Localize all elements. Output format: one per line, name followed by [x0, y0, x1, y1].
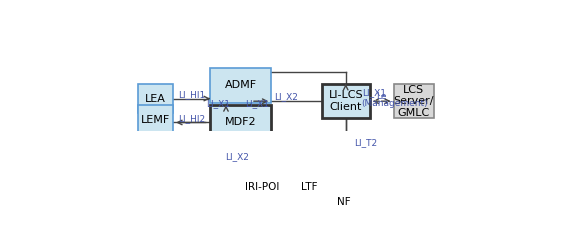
Text: LI_HI2: LI_HI2 — [178, 114, 205, 123]
Text: MDF2: MDF2 — [225, 117, 256, 128]
Text: LI-LCS
Client: LI-LCS Client — [328, 90, 363, 112]
Text: NF: NF — [337, 197, 351, 207]
Bar — [210, 68, 272, 103]
Text: LCS
Server/
GMLC: LCS Server/ GMLC — [394, 85, 434, 118]
Bar — [394, 84, 433, 119]
Bar — [231, 166, 354, 209]
Bar — [239, 173, 285, 202]
Bar — [322, 84, 370, 119]
Bar — [210, 105, 272, 140]
Bar — [291, 173, 326, 202]
Text: LEMF: LEMF — [141, 115, 170, 125]
Text: LI_X1: LI_X1 — [206, 99, 230, 108]
Text: LTF: LTF — [300, 182, 317, 192]
Text: LI_X2: LI_X2 — [274, 92, 298, 101]
Text: LI_X1: LI_X1 — [245, 99, 269, 108]
Text: LI_X2: LI_X2 — [225, 152, 249, 161]
Text: LI_HI1: LI_HI1 — [178, 90, 205, 99]
Bar — [138, 105, 173, 134]
Text: ADMF: ADMF — [224, 80, 257, 90]
Bar — [138, 84, 173, 113]
Text: LI_X1
(Management): LI_X1 (Management) — [362, 88, 428, 108]
Text: Le: Le — [377, 92, 387, 101]
Text: LI_T2: LI_T2 — [354, 138, 377, 147]
Text: IRI-POI: IRI-POI — [245, 182, 279, 192]
Text: LEA: LEA — [145, 94, 166, 104]
